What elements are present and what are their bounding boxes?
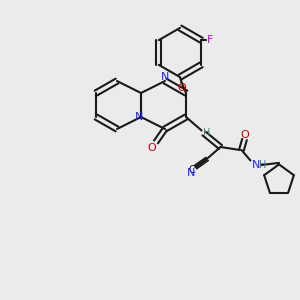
- Text: N: N: [161, 71, 169, 82]
- Text: O: O: [147, 143, 156, 153]
- Text: N: N: [252, 160, 261, 170]
- Text: C: C: [188, 165, 195, 175]
- Text: N: N: [135, 112, 144, 122]
- Text: H: H: [260, 160, 267, 170]
- Text: H: H: [203, 128, 211, 139]
- Text: N: N: [187, 168, 195, 178]
- Text: F: F: [206, 35, 213, 45]
- Text: O: O: [177, 82, 186, 93]
- Text: O: O: [241, 130, 250, 140]
